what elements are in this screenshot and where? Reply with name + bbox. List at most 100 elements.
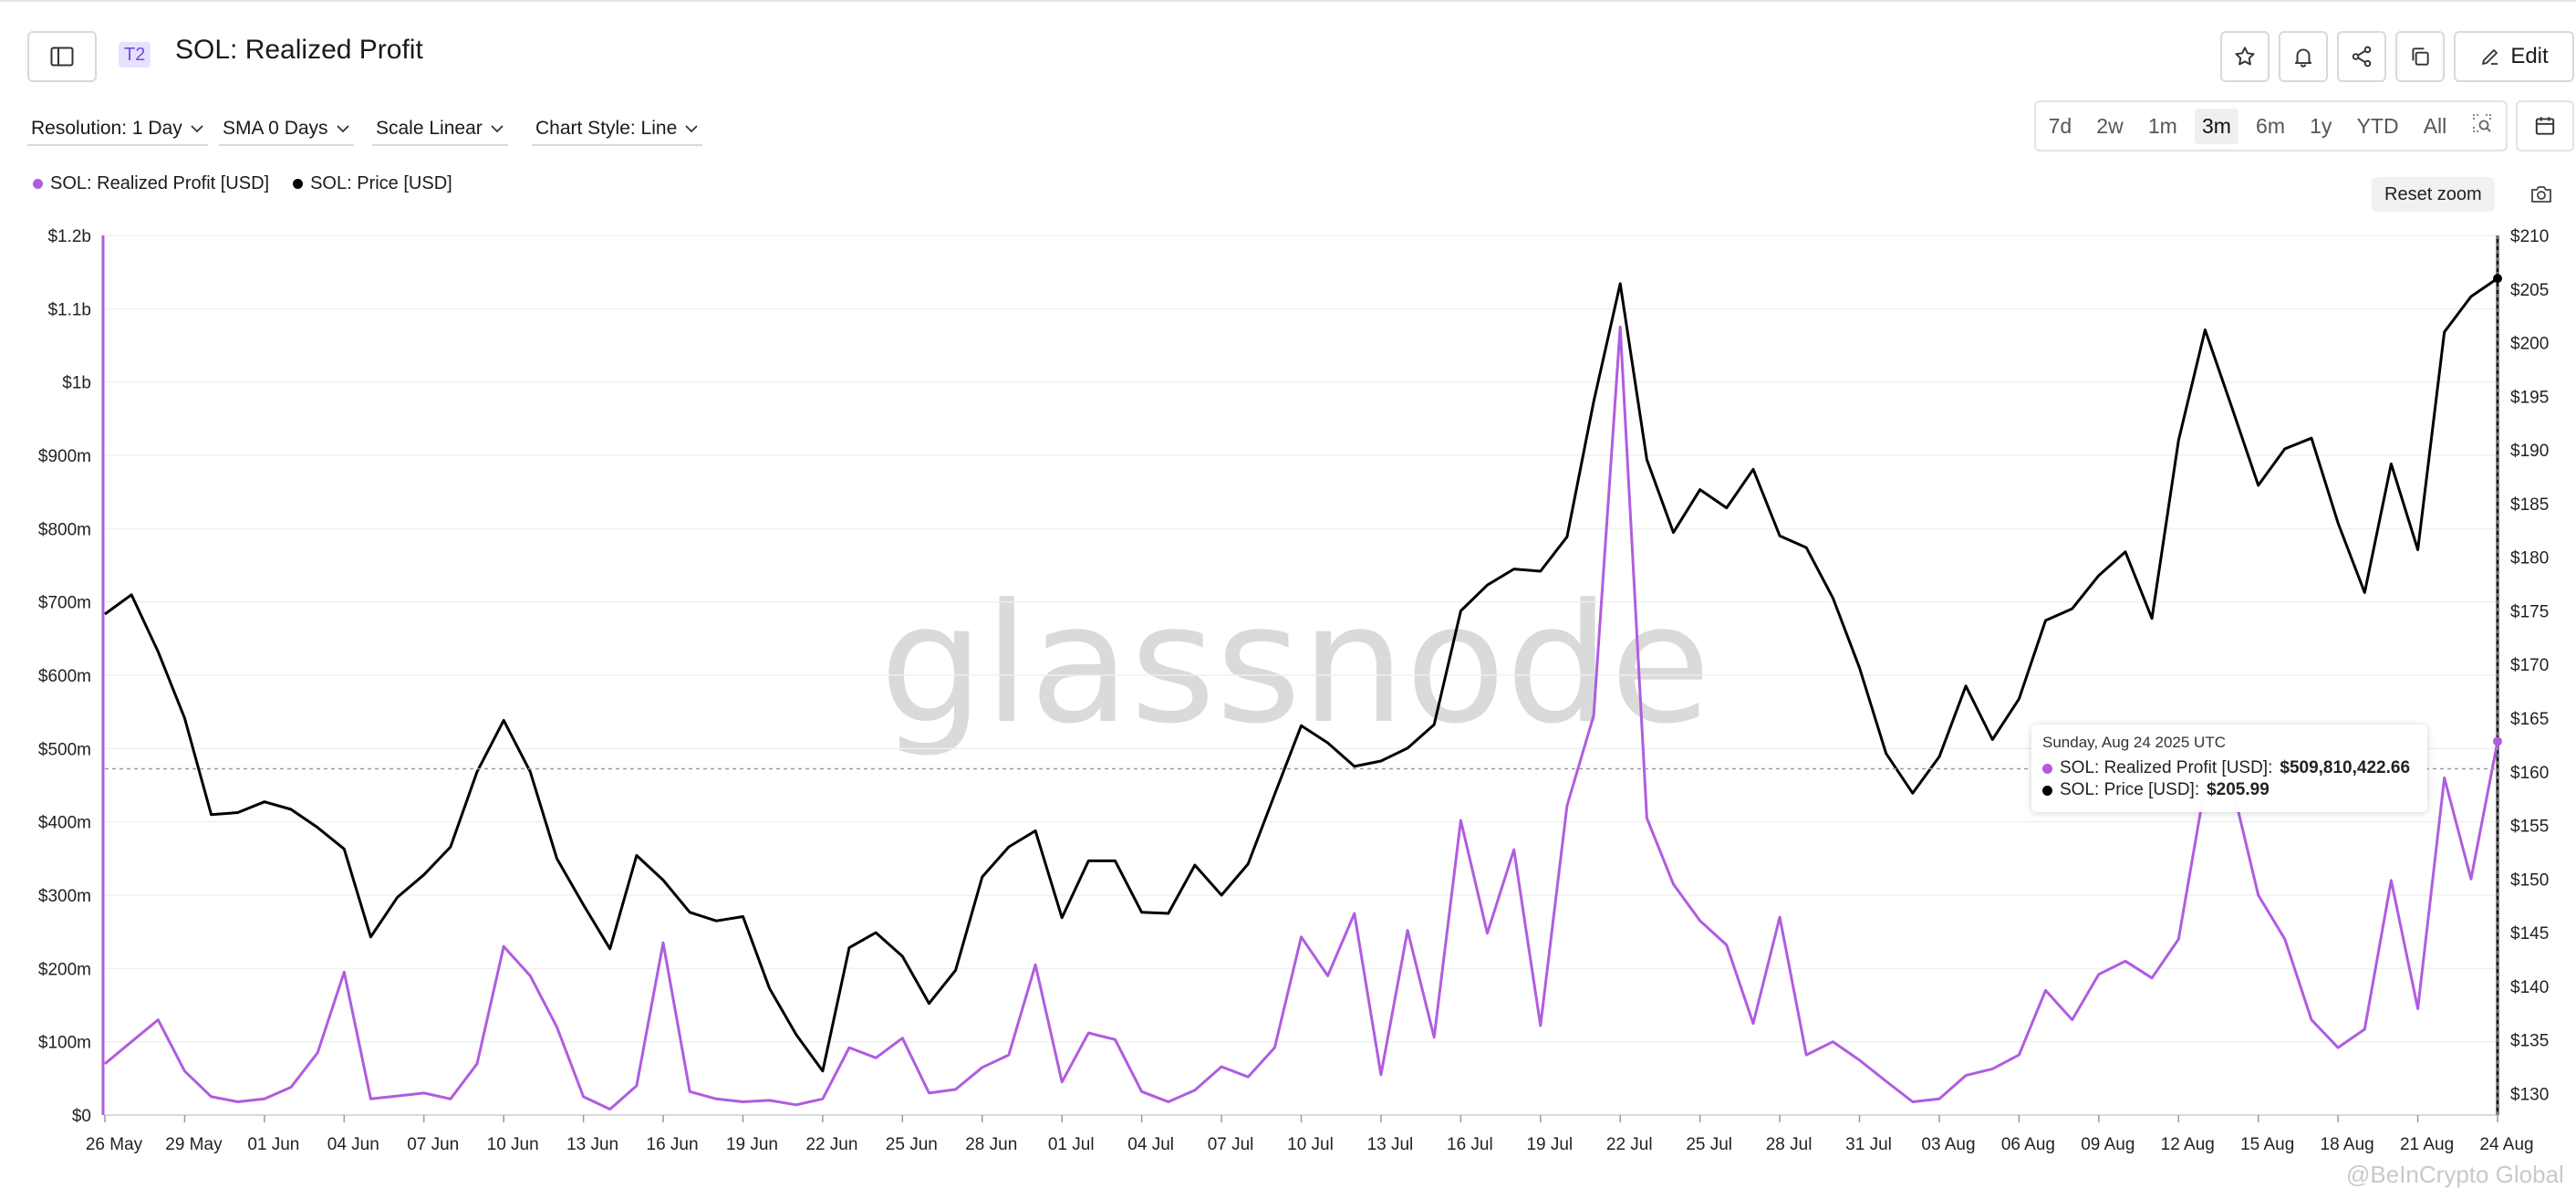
y-left-tick-label: $1.2b [47, 227, 91, 246]
tooltip-row-price: SOL: Price [USD]: $205.99 [2042, 779, 2416, 801]
favorite-button[interactable] [2220, 31, 2270, 82]
legend-label-profit: SOL: Realized Profit [USD] [50, 173, 270, 193]
chevron-down-icon [336, 125, 349, 133]
y-left-tick-label: $700m [38, 594, 91, 613]
range-6m-button[interactable]: 6m [2256, 113, 2285, 138]
chevron-down-icon [191, 125, 203, 133]
range-7d-button[interactable]: 7d [2048, 113, 2072, 138]
page-title: SOL: Realized Profit [175, 35, 423, 65]
footer-credit: @BeInCrypto Global [2346, 1161, 2564, 1188]
series-lines [104, 276, 2499, 1111]
legend-item-price[interactable]: SOL: Price [USD] [293, 173, 452, 194]
range-all-button[interactable]: All [2423, 113, 2447, 138]
x-tick-label: 06 Aug [2001, 1135, 2055, 1154]
sma-select[interactable]: SMA 0 Days [219, 113, 354, 146]
tooltip-profit-value: $509,810,422.66 [2280, 758, 2411, 777]
duplicate-button[interactable] [2395, 31, 2445, 82]
y-right-tick-label: $130 [2510, 1085, 2549, 1104]
y-left-tick-label: $0 [72, 1107, 91, 1126]
alert-button[interactable] [2279, 31, 2328, 82]
sma-label: SMA 0 Days [223, 118, 328, 139]
x-tick-label: 24 Aug [2479, 1135, 2533, 1154]
chart-grid [105, 235, 2498, 1116]
range-3m-button[interactable]: 3m [2194, 108, 2238, 144]
y-left-tick-label: $200m [38, 960, 91, 979]
x-tick-label: 22 Jun [805, 1135, 857, 1154]
tooltip-dot-price [2042, 785, 2052, 796]
marker-realized-profit [2493, 736, 2502, 746]
calendar-icon [2535, 117, 2555, 135]
zoom-select-button[interactable] [2464, 107, 2500, 145]
x-tick-label: 19 Jun [726, 1135, 778, 1154]
bell-icon [2294, 48, 2312, 68]
pencil-icon [2482, 49, 2498, 65]
legend-label-price: SOL: Price [USD] [310, 173, 452, 193]
y-right-tick-label: $140 [2510, 978, 2549, 997]
y-left-tick-label: $600m [38, 667, 91, 686]
x-tick-label: 04 Jun [327, 1135, 379, 1154]
tooltip-row-profit: SOL: Realized Profit [USD]: $509,810,422… [2042, 757, 2416, 779]
marker-price [2493, 274, 2502, 284]
tooltip-dot-profit [2042, 763, 2052, 774]
x-tick-label: 29 May [165, 1135, 223, 1154]
y-right-tick-label: $135 [2510, 1032, 2549, 1051]
y-right-tick-label: $205 [2510, 281, 2549, 300]
range-ytd-button[interactable]: YTD [2356, 113, 2399, 138]
x-tick-label: 31 Jul [1845, 1135, 1892, 1154]
x-tick-label: 03 Aug [1921, 1135, 1975, 1154]
range-1m-button[interactable]: 1m [2147, 113, 2177, 138]
x-tick-label: 25 Jul [1686, 1135, 1732, 1154]
y-left-tick-label: $500m [38, 740, 91, 759]
x-tick-label: 19 Jul [1526, 1135, 1573, 1154]
sidebar-icon [50, 47, 74, 67]
y-left-tick-label: $800m [38, 520, 91, 539]
range-2w-button[interactable]: 2w [2096, 113, 2124, 138]
share-button[interactable] [2337, 31, 2386, 82]
tooltip-profit-label: SOL: Realized Profit [USD]: [2060, 758, 2273, 777]
x-tick-label: 07 Jul [1208, 1135, 1254, 1154]
screenshot-button[interactable] [2523, 179, 2560, 210]
x-tick-label: 01 Jun [247, 1135, 299, 1154]
x-tick-label: 16 Jul [1447, 1135, 1493, 1154]
y-left-tick-label: $900m [38, 447, 91, 466]
y-right-tick-label: $200 [2510, 335, 2549, 354]
x-axis: 26 May 29 May 01 Jun 04 Jun 07 Jun 10 Jun 13 J… [86, 1114, 2534, 1154]
range-1y-button[interactable]: 1y [2310, 113, 2332, 138]
y-left-tick-label: $400m [38, 814, 91, 833]
y-right-tick-label: $190 [2510, 442, 2549, 461]
y-right-tick-label: $180 [2510, 549, 2549, 568]
date-picker-button[interactable] [2516, 100, 2574, 151]
chart-style-select[interactable]: Chart Style: Line [532, 113, 703, 146]
scale-label: Scale Linear [376, 118, 483, 139]
y-right-tick-label: $175 [2510, 602, 2549, 621]
x-tick-label: 28 Jun [965, 1135, 1017, 1154]
y-left-tick-label: $300m [38, 887, 91, 906]
y-right-tick-label: $185 [2510, 495, 2549, 515]
chart-legend: SOL: Realized Profit [USD] SOL: Price [U… [33, 173, 452, 194]
y-left-tick-label: $1.1b [47, 300, 91, 319]
chevron-down-icon [685, 125, 698, 133]
y-axis-right: $130 $135 $140 $145 $150 $155 $160 $165 $170 $175… [2496, 227, 2549, 1115]
scale-select[interactable]: Scale Linear [372, 113, 508, 146]
series-line-price [104, 276, 2498, 1073]
y-right-tick-label: $145 [2510, 924, 2549, 944]
y-axis-left: $0 $100m $200m $300m $400m $500m $600m $700m $80… [38, 227, 105, 1126]
x-tick-label: 13 Jul [1367, 1135, 1414, 1154]
chart-tooltip: Sunday, Aug 24 2025 UTC SOL: Realized Pr… [2031, 725, 2427, 812]
x-tick-label: 07 Jun [407, 1135, 459, 1154]
x-tick-label: 26 May [86, 1135, 143, 1154]
watermark: glassnode [879, 569, 1710, 760]
sidebar-toggle-button[interactable] [27, 31, 97, 82]
reset-zoom-button[interactable]: Reset zoom [2372, 177, 2495, 212]
x-tick-label: 12 Aug [2161, 1135, 2215, 1154]
x-tick-label: 25 Jun [886, 1135, 938, 1154]
y-right-tick-label: $210 [2510, 227, 2549, 246]
legend-item-realized-profit[interactable]: SOL: Realized Profit [USD] [33, 173, 269, 194]
tier-badge: T2 [119, 42, 151, 68]
edit-button[interactable]: Edit [2454, 31, 2574, 82]
resolution-select[interactable]: Resolution: 1 Day [27, 113, 208, 146]
x-tick-label: 13 Jun [566, 1135, 618, 1154]
x-tick-label: 21 Aug [2400, 1135, 2454, 1154]
